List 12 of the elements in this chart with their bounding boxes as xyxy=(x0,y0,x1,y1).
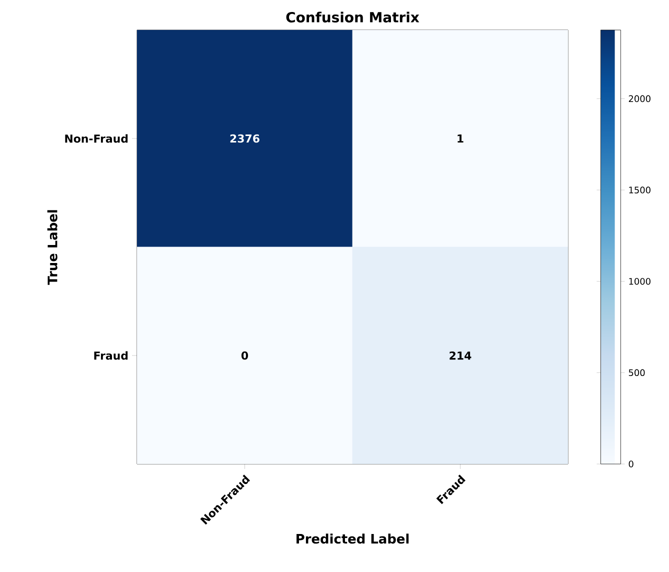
chart-title: Confusion Matrix xyxy=(286,12,420,23)
data-label: 214 xyxy=(450,351,472,360)
x-axis-title: Predicted Label xyxy=(296,534,409,544)
data-label: 0 xyxy=(241,351,248,360)
data-label: 2376 xyxy=(230,134,260,143)
y-axis-title: True Label xyxy=(47,210,58,285)
color-bar-label: 0 xyxy=(628,460,634,468)
color-bar-label: 1500 xyxy=(629,186,650,194)
color-bar-label: 1000 xyxy=(629,278,650,285)
color-bar-label: 2000 xyxy=(628,95,650,102)
data-label: 1 xyxy=(458,134,464,142)
color-bar-label: 500 xyxy=(628,369,645,376)
